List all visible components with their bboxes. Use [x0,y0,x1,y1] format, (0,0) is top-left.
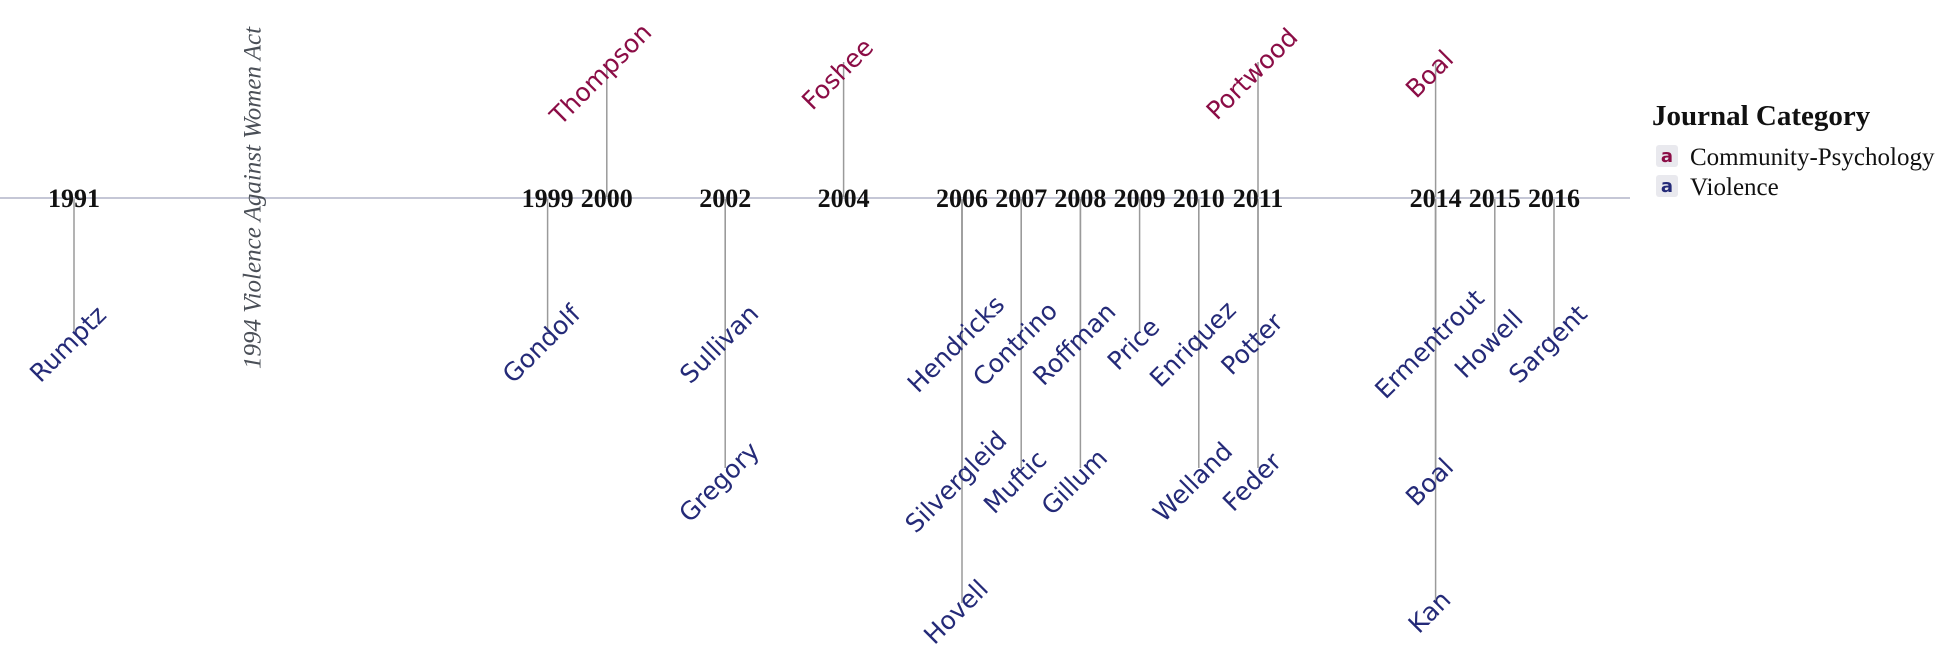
year-label-2016: 2016 [1528,184,1580,213]
author-label-boal-2014: Boal [1400,452,1459,511]
author-label-rumptz-1991: Rumptz [24,300,112,388]
year-label-2002: 2002 [699,184,751,213]
legend-title: Journal Category [1652,100,1871,132]
year-label-2009: 2009 [1114,184,1166,213]
author-label-gregory-2002: Gregory [673,436,765,528]
author-label-sullivan-2002: Sullivan [674,299,764,389]
year-labels: 1991 1999 2000 2002 2004 2006 2007 2008 2009 2010… [48,184,1580,213]
legend-swatch-community-psychology [1656,145,1678,167]
author-label-gillum-2008: Gillum [1036,443,1113,520]
year-label-2015: 2015 [1469,184,1521,213]
year-label-1991: 1991 [48,184,100,213]
legend-item-community-psychology[interactable]: a Community-Psychology [1656,144,1935,171]
author-label-thompson-2000: Thompson [544,17,658,131]
author-label-boal-2014: Boal [1400,44,1459,103]
author-label-enriquez-2010: Enriquez [1144,295,1242,393]
year-label-2011: 2011 [1233,184,1284,213]
event-label-1994: 1994 Violence Against Women Act [240,26,267,369]
year-label-2004: 2004 [818,184,870,213]
year-label-2008: 2008 [1054,184,1106,213]
legend-swatch-violence [1656,175,1678,197]
year-label-2006: 2006 [936,184,988,213]
year-label-2000: 2000 [581,184,633,213]
year-label-2014: 2014 [1410,184,1462,213]
author-label-hovell-2006: Hovell [918,574,994,646]
year-label-2010: 2010 [1173,184,1225,213]
author-label-kan-2014: Kan [1403,585,1457,639]
legend-glyph-community-psychology: a [1661,146,1673,167]
author-label-portwood-2011: Portwood [1201,23,1304,126]
stems-layer [73,62,1555,603]
event-markers: 1994 Violence Against Women Act [240,26,267,369]
legend-glyph-violence: a [1661,176,1673,197]
year-label-1999: 1999 [522,184,574,213]
author-label-foshee-2004: Foshee [796,32,879,115]
legend-label-violence: Violence [1690,174,1779,201]
legend: Journal Category a Community-Psychology … [1652,100,1935,201]
author-label-welland-2010: Welland [1147,437,1238,528]
legend-label-community-psychology: Community-Psychology [1690,144,1935,171]
year-label-2007: 2007 [995,184,1047,213]
author-label-sargent-2016: Sargent [1503,299,1593,389]
author-label-gondolf-1999: Gondolf [497,298,587,388]
legend-item-violence[interactable]: a Violence [1656,174,1779,201]
